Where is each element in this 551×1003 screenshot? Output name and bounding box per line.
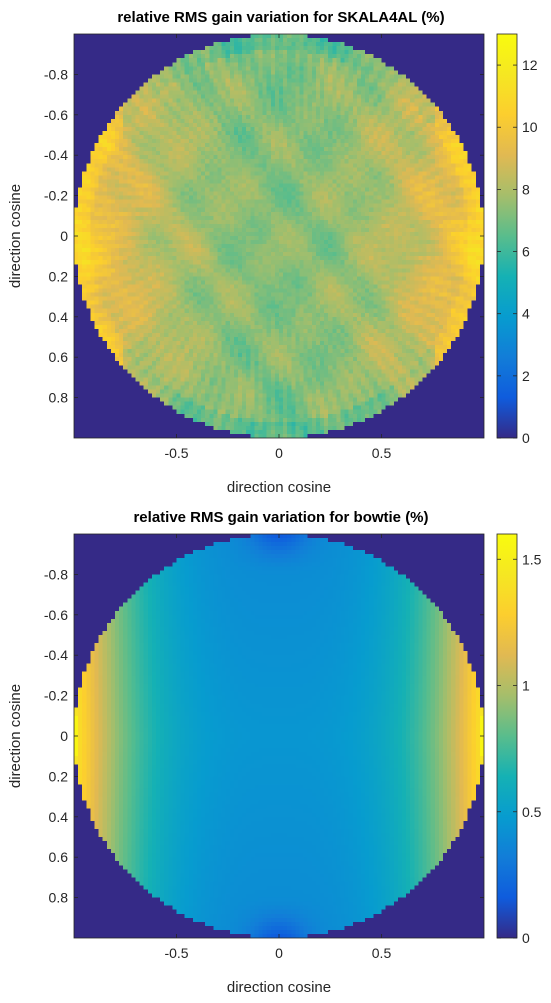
heatmap-image [74, 534, 484, 938]
chart-title: relative RMS gain variation for bowtie (… [133, 509, 428, 526]
y-tick-label: 0.6 [49, 849, 69, 865]
colorbar-tick-label: 8 [522, 181, 530, 197]
y-tick-label: 0.8 [49, 890, 69, 906]
colorbar-tick-label: 1.5 [522, 551, 542, 567]
y-tick-label: 0.8 [49, 390, 69, 406]
colorbar-ticks: 0 0.5 1 1.5 [497, 551, 542, 946]
colorbar-frame [496, 533, 518, 939]
heatmap-image [74, 34, 484, 438]
colorbar-tick-label: 2 [522, 368, 530, 384]
x-axis-label: direction cosine [227, 979, 331, 996]
x-tick-label: -0.5 [164, 445, 188, 461]
x-axis-label: direction cosine [227, 479, 331, 496]
colorbar-tick-label: 6 [522, 244, 530, 260]
colorbar-tick-label: 12 [522, 57, 538, 73]
y-tick-label: -0.2 [44, 188, 68, 204]
y-tick-label: 0 [60, 728, 68, 744]
colorbar-tick-label: 1 [522, 678, 530, 694]
chart-title: relative RMS gain variation for SKALA4AL… [117, 9, 444, 26]
y-tick-label: -0.8 [44, 66, 68, 82]
colorbar-tick-label: 0.5 [522, 804, 542, 820]
colorbar-tick-label: 4 [522, 306, 530, 322]
heatmap-panel-bowtie: relative RMS gain variation for bowtie (… [7, 509, 542, 996]
y-axis-ticks: -0.8 -0.6 -0.4 -0.2 0 0.2 0.4 0.6 0.8 [44, 66, 484, 406]
y-tick-label: -0.8 [44, 566, 68, 582]
colorbar: 0 2 4 6 8 10 12 [496, 33, 538, 446]
x-tick-label: 0 [275, 445, 283, 461]
y-tick-label: 0.6 [49, 349, 69, 365]
heatmap-panel-skala4al: relative RMS gain variation for SKALA4AL… [7, 9, 538, 496]
y-tick-label: 0.2 [49, 268, 69, 284]
y-axis-label: direction cosine [7, 184, 24, 288]
colorbar-tick-label: 10 [522, 119, 538, 135]
y-axis-ticks: -0.8 -0.6 -0.4 -0.2 0 0.2 0.4 0.6 0.8 [44, 566, 484, 906]
y-tick-label: 0 [60, 228, 68, 244]
y-tick-label: 0.4 [49, 809, 69, 825]
x-tick-label: 0.5 [372, 945, 392, 961]
y-tick-label: -0.2 [44, 688, 68, 704]
y-tick-label: -0.6 [44, 607, 68, 623]
y-tick-label: -0.6 [44, 107, 68, 123]
colorbar-tick-label: 0 [522, 930, 530, 946]
colorbar: 0 0.5 1 1.5 [496, 533, 542, 946]
colorbar-gradient [497, 34, 517, 438]
y-tick-label: 0.2 [49, 768, 69, 784]
x-tick-label: 0 [275, 945, 283, 961]
colorbar-frame [496, 33, 518, 439]
x-tick-label: 0.5 [372, 445, 392, 461]
colorbar-tick-label: 0 [522, 430, 530, 446]
x-axis-ticks: -0.5 0 0.5 [164, 34, 391, 461]
x-axis-ticks: -0.5 0 0.5 [164, 534, 391, 961]
colorbar-ticks: 0 2 4 6 8 10 12 [497, 57, 538, 446]
y-tick-label: 0.4 [49, 309, 69, 325]
y-tick-label: -0.4 [44, 147, 68, 163]
colorbar-gradient [497, 534, 517, 938]
y-tick-label: -0.4 [44, 647, 68, 663]
y-axis-label: direction cosine [7, 684, 24, 788]
x-tick-label: -0.5 [164, 945, 188, 961]
